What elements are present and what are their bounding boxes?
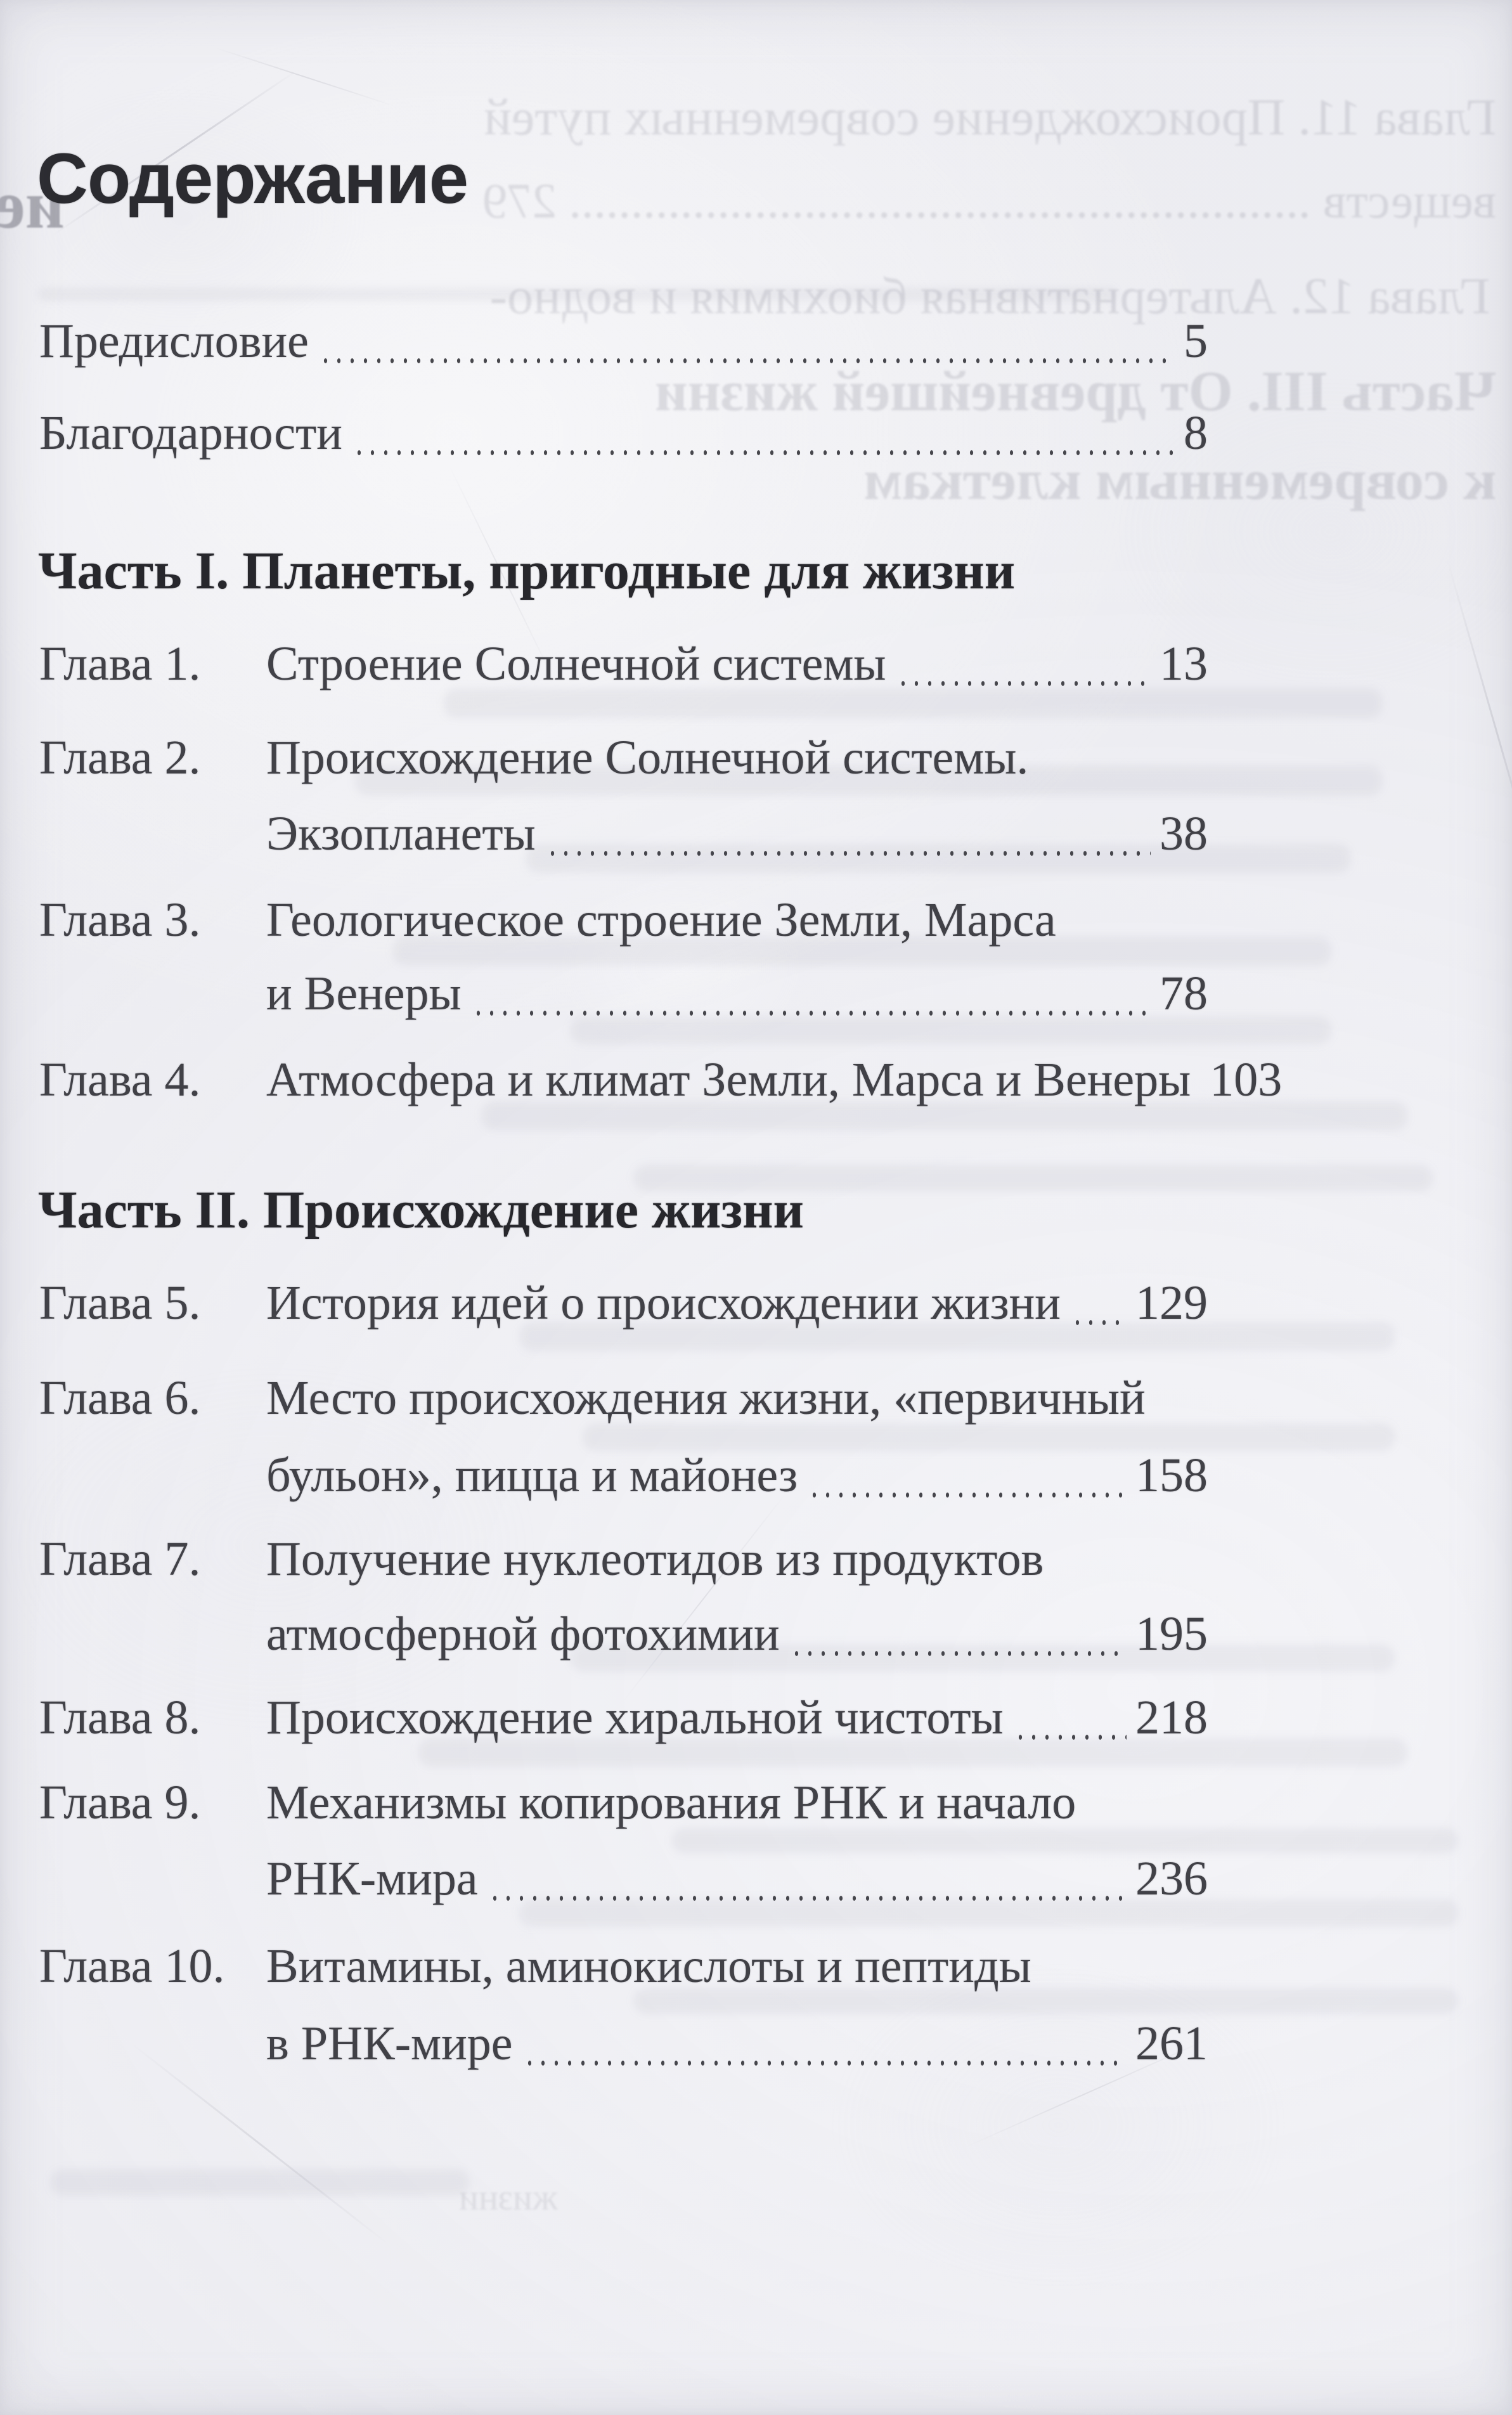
- entry-title: Атмосфера и климат Земли, Марса и Венеры: [266, 1053, 1191, 1106]
- chapter-label: Глава 7.: [39, 1532, 201, 1586]
- paper-crease: [1446, 559, 1512, 902]
- page-number: 158: [1135, 1449, 1208, 1502]
- dot-leader: [545, 849, 1151, 858]
- toc-entry-preface: Предисловие 5: [39, 314, 1208, 375]
- page-number: 38: [1160, 807, 1208, 860]
- toc-entry-ch10-line1: Глава 10. Витамины, аминокислоты и пепти…: [39, 1939, 1208, 2000]
- page-number: 261: [1135, 2017, 1208, 2070]
- page-number: 103: [1210, 1053, 1283, 1106]
- page-number: 78: [1160, 967, 1208, 1020]
- page-number: 236: [1135, 1852, 1208, 1905]
- toc-entry-ch5: Глава 5. История идей о происхождении жи…: [39, 1276, 1208, 1337]
- page-number: 5: [1184, 314, 1208, 368]
- bleedthrough-line: Глава 11. Происхождение современных путе…: [484, 88, 1496, 146]
- entry-title: Происхождение хиральной чистоты: [266, 1691, 1004, 1744]
- chapter-label: Глава 1.: [39, 637, 201, 690]
- bleedthrough-smudge: [51, 2170, 469, 2195]
- chapter-label: Глава 8.: [39, 1691, 201, 1744]
- toc-entry-ch2-line1: Глава 2. Происхождение Солнечной системы…: [39, 730, 1208, 791]
- toc-entry-ch1: Глава 1. Строение Солнечной системы 13: [39, 637, 1208, 697]
- toc-entry-acknowledgements: Благодарности 8: [39, 406, 1208, 467]
- dot-leader: [318, 356, 1175, 365]
- entry-title: История идей о происхождении жизни: [266, 1276, 1061, 1330]
- toc-entry-ch4: Глава 4. Атмосфера и климат Земли, Марса…: [39, 1052, 1282, 1113]
- toc-entry-ch2-line2: Экзопланеты 38: [39, 806, 1208, 867]
- toc-entry-ch10-line2: в РНК-мире 261: [39, 2016, 1208, 2077]
- page-title: Содержание: [37, 139, 468, 219]
- entry-title: Благодарности: [39, 406, 342, 460]
- page-number: 129: [1135, 1276, 1208, 1330]
- dot-leader: [1070, 1318, 1127, 1327]
- toc-entry-ch3-line1: Глава 3. Геологическое строение Земли, М…: [39, 893, 1208, 954]
- dot-leader: [789, 1649, 1127, 1658]
- entry-title: Происхождение Солнечной системы.: [266, 731, 1029, 784]
- bleedthrough-footer: жизни: [458, 2177, 558, 2218]
- entry-title: Геологическое строение Земли, Марса: [266, 893, 1056, 947]
- entry-title: Место происхождения жизни, «первичный: [266, 1371, 1146, 1425]
- toc-entry-ch3-line2: и Венеры 78: [39, 966, 1208, 1027]
- entry-title: Витамины, аминокислоты и пептиды: [266, 1939, 1031, 1993]
- chapter-label: Глава 2.: [39, 731, 201, 784]
- page-number: 8: [1184, 406, 1208, 460]
- toc-entry-ch9-line1: Глава 9. Механизмы копирования РНК и нач…: [39, 1775, 1208, 1836]
- entry-title-continued: и Венеры: [266, 967, 462, 1020]
- toc-entry-ch6-line1: Глава 6. Место происхождения жизни, «пер…: [39, 1371, 1208, 1432]
- dot-leader: [1013, 1733, 1127, 1742]
- entry-title-continued: атмосферной фотохимии: [266, 1607, 780, 1661]
- dot-leader: [522, 2059, 1127, 2068]
- part-heading-2: Часть II. Происхождение жизни: [38, 1181, 804, 1240]
- toc-entry-ch9-line2: РНК-мира 236: [39, 1851, 1208, 1912]
- entry-title: Строение Солнечной системы: [266, 637, 886, 690]
- toc-entry-ch7-line1: Глава 7. Получение нуклеотидов из продук…: [39, 1532, 1208, 1593]
- toc-entry-ch6-line2: бульон», пицца и майонез 158: [39, 1448, 1208, 1509]
- toc-entry-ch8: Глава 8. Происхождение хиральной чистоты…: [39, 1690, 1208, 1751]
- chapter-label: Глава 3.: [39, 893, 201, 947]
- entry-title-continued: Экзопланеты: [266, 807, 536, 860]
- chapter-label: Глава 4.: [39, 1053, 201, 1106]
- page-number: 195: [1135, 1607, 1208, 1661]
- bleedthrough-smudge: [38, 288, 1116, 300]
- dot-leader: [471, 1009, 1151, 1018]
- dot-leader: [488, 1894, 1127, 1903]
- page-number: 13: [1160, 637, 1208, 690]
- chapter-label: Глава 5.: [39, 1276, 201, 1330]
- part-heading-1: Часть I. Планеты, пригодные для жизни: [38, 541, 1016, 600]
- entry-title-continued: в РНК-мире: [266, 2017, 513, 2070]
- entry-title: Предисловие: [39, 314, 309, 368]
- chapter-label: Глава 6.: [39, 1371, 201, 1425]
- paper-crease: [621, 1492, 787, 1704]
- entry-title-continued: бульон», пицца и майонез: [266, 1449, 798, 1502]
- entry-title-continued: РНК-мира: [266, 1852, 478, 1905]
- chapter-label: Глава 9.: [39, 1776, 201, 1829]
- entry-title: Механизмы копирования РНК и начало: [266, 1776, 1076, 1829]
- page-number: 218: [1135, 1691, 1208, 1744]
- dot-leader: [808, 1491, 1127, 1499]
- bleedthrough-line: веществ ................................…: [482, 173, 1496, 228]
- toc-entry-ch7-line2: атмосферной фотохимии 195: [39, 1607, 1208, 1667]
- dot-leader: [896, 679, 1151, 688]
- dot-leader: [352, 448, 1175, 457]
- paper-crease: [214, 46, 395, 107]
- chapter-label: Глава 10.: [39, 1939, 225, 1993]
- entry-title: Получение нуклеотидов из продуктов: [266, 1532, 1044, 1586]
